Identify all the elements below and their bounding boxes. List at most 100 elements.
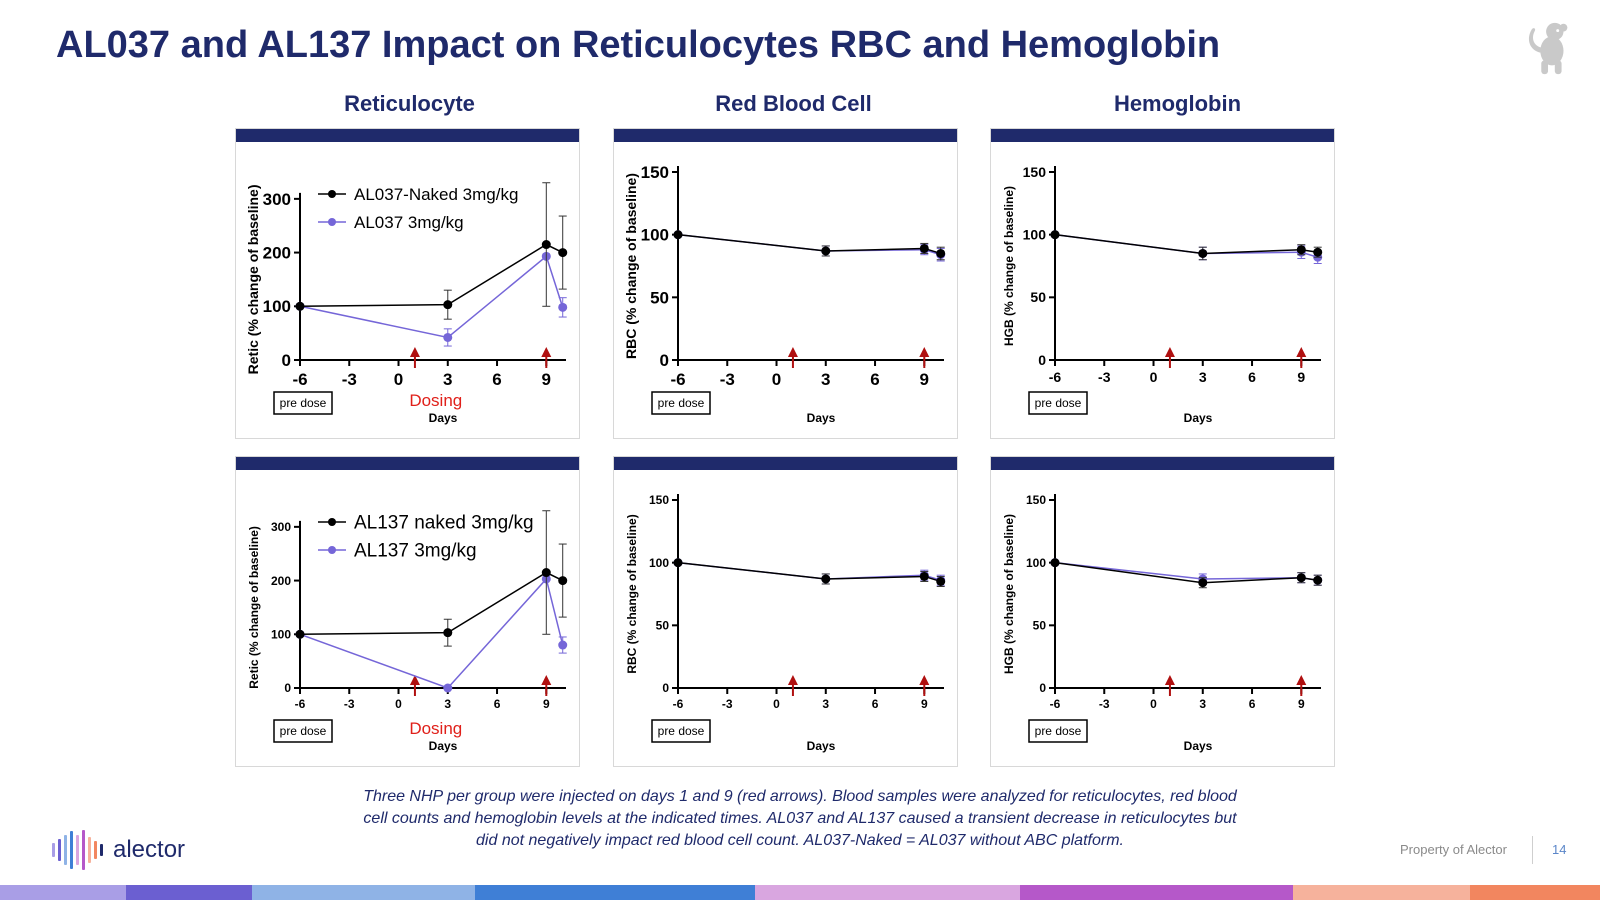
series-line [677, 561, 941, 583]
y-tick-label: 100 [649, 556, 669, 570]
chart-al137-rbc: 0 50 100 150 -6 -3 0 3 6 9 RBC (% change of baseli… [625, 493, 946, 753]
stripe [0, 885, 126, 900]
dosing-arrow-head [1296, 675, 1307, 685]
footer-color-stripes [0, 885, 1600, 900]
x-tick-label: -3 [720, 370, 735, 389]
dosing-arrow-head [409, 347, 420, 357]
legend-marker [328, 518, 336, 526]
series-line [1054, 233, 1318, 258]
legend-label: AL037 3mg/kg [354, 213, 464, 232]
data-point [936, 248, 946, 258]
predose-box [1028, 719, 1088, 743]
y-tick-label: 50 [650, 288, 669, 307]
data-point [821, 246, 831, 256]
x-tick-label: -3 [722, 697, 733, 711]
chart-panel-al037-rbc: 0 50 100 150 -6 -3 0 3 6 9 RBC (% change of baseli… [613, 128, 958, 439]
series-line [299, 243, 564, 308]
data-point [1313, 575, 1323, 585]
x-tick-label: 3 [821, 370, 830, 389]
panel-header-bar [236, 457, 579, 470]
alector-logo: alector [52, 826, 185, 874]
data-point [1296, 573, 1306, 583]
series-line [677, 233, 941, 256]
data-point [673, 558, 683, 568]
x-tick-label: 3 [444, 697, 451, 711]
stripe [1293, 885, 1470, 900]
series-line [299, 571, 564, 636]
predose-label: pre dose [280, 724, 327, 738]
series-line [677, 233, 941, 255]
column-heading-red-blood-cell: Red Blood Cell [715, 91, 872, 116]
y-tick-label: 100 [271, 627, 291, 641]
panel-header-bar [991, 457, 1334, 470]
dosing-label: Dosing [409, 719, 462, 738]
x-tick-label: -6 [292, 370, 307, 389]
y-tick-label: 0 [662, 681, 669, 695]
data-point [541, 240, 551, 250]
y-tick-label: 0 [282, 351, 291, 370]
x-tick-label: -6 [295, 697, 306, 711]
y-tick-label: 300 [263, 190, 291, 209]
dosing-arrow-head [409, 675, 420, 685]
x-tick-label: 0 [772, 370, 781, 389]
x-axis-label: Days [807, 411, 836, 425]
x-tick-label: 6 [1249, 697, 1256, 711]
caption-line: cell counts and hemoglobin levels at the… [363, 810, 1237, 827]
y-tick-label: 100 [263, 297, 291, 316]
data-point [443, 300, 453, 310]
x-tick-label: 9 [920, 370, 929, 389]
chart-al137-retic: 0 100 200 300 -6 -3 0 3 6 9 Retic (% change of bas… [247, 510, 568, 753]
y-axis-label: Retic (% change of baseline) [245, 185, 261, 375]
figure-caption: Three NHP per group were injected on day… [335, 786, 1265, 852]
x-tick-label: 9 [543, 697, 550, 711]
y-tick-label: 150 [1026, 493, 1046, 507]
y-tick-label: 50 [1033, 619, 1047, 633]
predose-label: pre dose [1035, 724, 1082, 738]
data-point [1296, 245, 1306, 255]
column-heading-reticulocyte: Reticulocyte [344, 91, 475, 116]
x-tick-label: 6 [870, 370, 879, 389]
x-tick-label: 0 [1150, 697, 1157, 711]
logo-text: alector [113, 836, 186, 863]
series-line [299, 255, 564, 339]
page-title: AL037 and AL137 Impact on Reticulocytes … [56, 24, 1221, 66]
y-tick-label: 100 [1026, 556, 1046, 570]
x-tick-label: 6 [1248, 369, 1256, 385]
x-tick-label: -6 [670, 370, 685, 389]
x-tick-label: -3 [1099, 697, 1110, 711]
predose-box [651, 719, 711, 743]
predose-box [1028, 391, 1088, 415]
y-tick-label: 50 [656, 619, 670, 633]
x-tick-label: 6 [872, 697, 879, 711]
y-tick-label: 200 [263, 244, 291, 263]
y-axis-label: HGB (% change of baseline) [1002, 514, 1016, 674]
x-tick-label: 0 [1150, 369, 1158, 385]
x-tick-label: -6 [1050, 697, 1061, 711]
footer-divider [1532, 836, 1533, 864]
y-axis-label: RBC (% change of baseline) [623, 173, 639, 359]
data-point [919, 571, 929, 581]
data-point [558, 640, 568, 650]
stripe [1470, 885, 1600, 900]
data-point [1198, 578, 1208, 588]
dosing-arrow-head [1164, 675, 1175, 685]
footer-property-text: Property of Alector [1400, 842, 1507, 857]
y-tick-label: 0 [284, 681, 291, 695]
x-tick-label: 9 [921, 697, 928, 711]
series-line [1054, 561, 1318, 581]
data-point [673, 230, 683, 240]
chart-panel-al137-hgb: 0 50 100 150 -6 -3 0 3 6 9 HGB (% change of baseli… [990, 456, 1335, 767]
y-tick-label: 100 [1023, 227, 1047, 243]
chart-panel-al037-retic: 0 100 200 300 -6 -3 0 3 6 9 Retic (% change of bas… [235, 128, 580, 439]
x-tick-label: 0 [394, 370, 403, 389]
x-tick-label: -3 [342, 370, 357, 389]
data-point [1050, 230, 1060, 240]
data-point [1050, 558, 1060, 568]
predose-box [273, 719, 333, 743]
data-point [821, 574, 831, 584]
y-tick-label: 150 [641, 163, 669, 182]
stripe [252, 885, 475, 900]
predose-label: pre dose [658, 724, 705, 738]
y-tick-label: 0 [660, 351, 669, 370]
dosing-arrow-head [1296, 347, 1307, 357]
